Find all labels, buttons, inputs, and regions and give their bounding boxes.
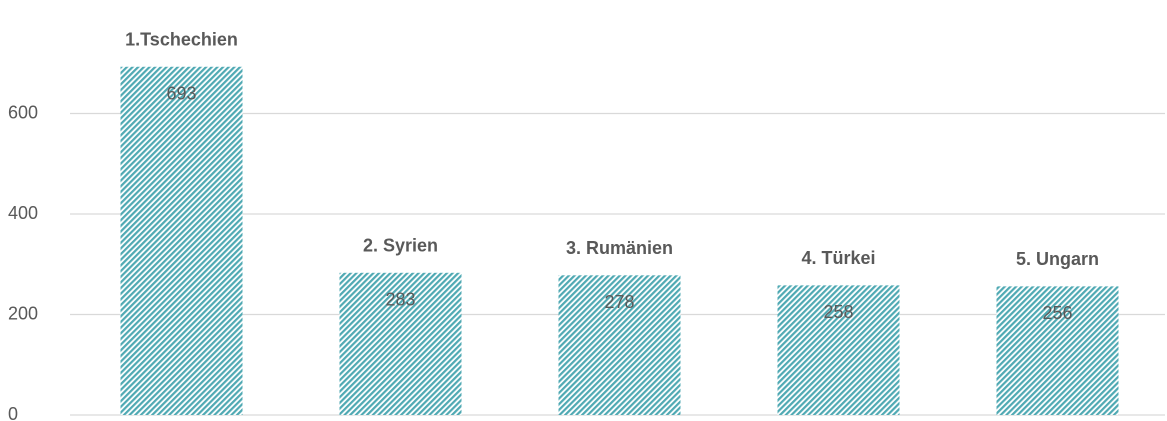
bar (120, 66, 243, 415)
y-tick-label: 400 (8, 203, 38, 223)
value-label: 258 (823, 302, 853, 322)
y-tick-label: 600 (8, 102, 38, 122)
category-label: 5. Ungarn (1016, 249, 1099, 269)
value-label: 283 (385, 290, 415, 310)
category-label: 3. Rumänien (566, 238, 673, 258)
y-tick-label: 0 (8, 404, 18, 421)
bar (558, 275, 681, 415)
y-tick-label: 200 (8, 303, 38, 323)
category-label: 2. Syrien (363, 236, 438, 256)
category-label: 1.Tschechien (125, 30, 238, 50)
value-label: 278 (604, 292, 634, 312)
value-label: 256 (1042, 303, 1072, 323)
value-label: 693 (166, 84, 196, 104)
category-label: 4. Türkei (801, 248, 875, 268)
bar (996, 286, 1119, 415)
bar (777, 285, 900, 415)
bar (339, 272, 462, 415)
